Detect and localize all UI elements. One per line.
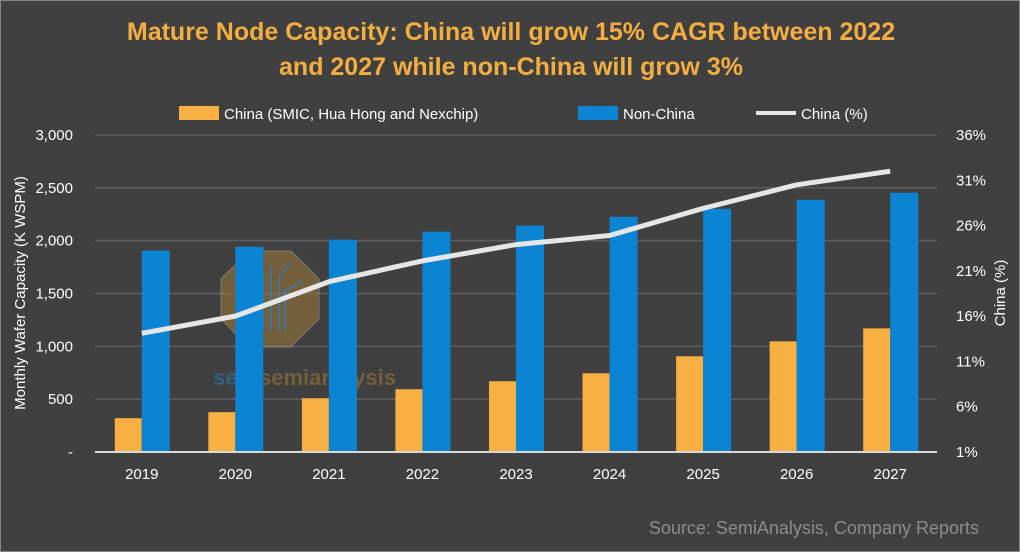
bar-non-china-2025: [703, 208, 732, 452]
x-tick-label: 2023: [499, 466, 532, 483]
bar-china-2020: [208, 412, 236, 452]
x-tick-label: 2022: [406, 466, 439, 483]
legend-swatch-china: [179, 106, 219, 120]
bar-china-2025: [676, 356, 704, 452]
bar-china-2024: [582, 373, 610, 452]
y2-tick-label: 16%: [956, 308, 986, 325]
x-tick-label: 2024: [593, 466, 626, 483]
chart-title: Mature Node Capacity: China will grow 15…: [1, 15, 1019, 85]
bar-non-china-2024: [609, 216, 638, 452]
legend-label-china-pct: China (%): [801, 106, 868, 123]
legend-label-non-china: Non-China: [623, 106, 695, 123]
legend: China (SMIC, Hua Hong and Nexchip) Non-C…: [179, 106, 868, 123]
x-tick-label: 2020: [219, 466, 252, 483]
bar-non-china-2019: [141, 250, 170, 452]
y2-tick-label: 36%: [956, 127, 986, 144]
bar-non-china-2023: [516, 225, 544, 452]
bar-china-2023: [489, 381, 516, 452]
bar-china-2026: [769, 341, 797, 452]
y-tick-label: 1,000: [35, 338, 73, 355]
bar-china-2021: [301, 398, 329, 452]
y2-tick-label: 31%: [956, 172, 986, 189]
legend-label-china: China (SMIC, Hua Hong and Nexchip): [224, 106, 478, 123]
y-tick-label: 2,000: [35, 233, 73, 250]
y2-tick-label: 21%: [956, 263, 986, 280]
bar-china-2019: [114, 418, 142, 452]
y2-tick-label: 26%: [956, 218, 986, 235]
y2-tick-label: 6%: [956, 399, 978, 416]
bar-non-china-2021: [328, 239, 357, 452]
y-axis-label: Monthly Wafer Capacity (K WSPM): [12, 176, 29, 410]
source-note: Source: SemiAnalysis, Company Reports: [648, 518, 979, 538]
x-tick-label: 2021: [312, 466, 345, 483]
bar-non-china-2026: [796, 199, 825, 452]
bar-non-china-2027: [890, 192, 919, 452]
y-tick-label: 1,500: [35, 286, 73, 303]
legend-swatch-non-china: [578, 106, 618, 120]
y2-tick-label: 1%: [956, 444, 978, 461]
y2-tick-label: 11%: [956, 353, 985, 370]
watermark-text: semianalysis: [259, 365, 396, 390]
x-tick-label: 2025: [686, 466, 719, 483]
y-tick-label: 2,500: [35, 180, 73, 197]
bar-non-china-2022: [422, 231, 451, 452]
x-tick-label: 2027: [874, 466, 907, 483]
bar-china-2027: [863, 328, 891, 452]
title-line-1: Mature Node Capacity: China will grow 15…: [126, 18, 896, 46]
x-tick-label: 2019: [125, 466, 158, 483]
y-tick-label: 500: [48, 391, 73, 408]
bar-china-2022: [395, 389, 423, 452]
y-tick-label: 3,000: [35, 127, 73, 144]
line-china-pct: [141, 168, 891, 336]
x-tick-label: 2026: [780, 466, 813, 483]
bar-non-china-2020: [235, 246, 264, 452]
y-tick-label: -: [68, 444, 73, 461]
title-line-2: and 2027 while non-China will grow 3%: [279, 53, 743, 81]
y2-axis-label: China (%): [992, 260, 1009, 327]
